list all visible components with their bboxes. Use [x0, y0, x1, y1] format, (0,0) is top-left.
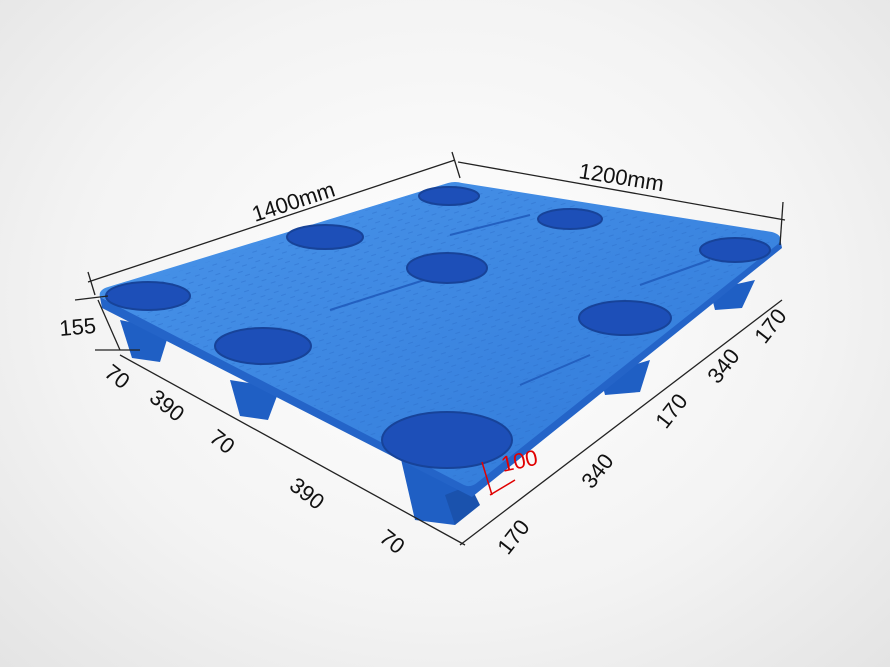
- width-segment-2: 340: [576, 449, 618, 493]
- leg-sockets: [105, 186, 771, 469]
- pallet-edge: [100, 238, 782, 497]
- length-segment-2: 390: [145, 384, 189, 426]
- length-segment-1: 70: [100, 359, 135, 394]
- length-segment-5: 70: [375, 524, 410, 559]
- width-segment-5: 170: [749, 304, 791, 348]
- width-segment-4: 340: [702, 344, 744, 388]
- surface-grooves: [329, 214, 711, 386]
- length-segment-4: 390: [285, 472, 329, 514]
- dimension-lines: [74, 151, 786, 546]
- width-segment-1: 170: [492, 515, 534, 559]
- length-segment-3: 70: [205, 424, 240, 459]
- height-label: 155: [58, 313, 97, 341]
- length-label: 1400mm: [249, 177, 338, 227]
